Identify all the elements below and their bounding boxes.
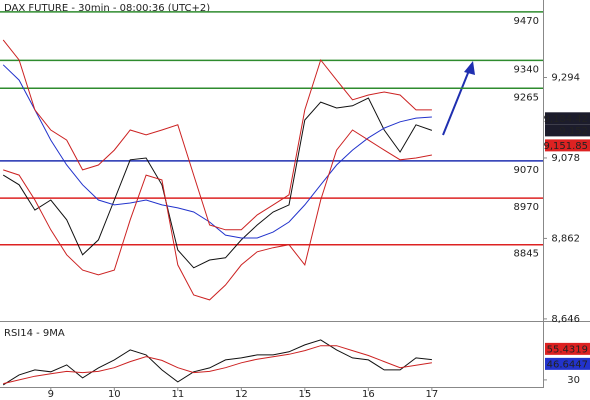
level-label: 9265	[514, 92, 539, 103]
series-line	[2, 339, 432, 386]
y-tick-label: 30	[567, 375, 580, 386]
y-tick-label: 9,294	[551, 72, 580, 83]
price-marker-label: 9,152	[559, 126, 588, 137]
chart-title: DAX FUTURE - 30min - 08:00:36 (UTC+2)	[4, 3, 210, 14]
price-marker	[545, 124, 590, 137]
x-tick-label: 12	[235, 389, 248, 400]
x-tick-label: 11	[171, 389, 184, 400]
series-line	[2, 64, 432, 239]
y-tick-label: 8,862	[551, 233, 580, 244]
x-tick-label: 17	[425, 389, 438, 400]
price-marker	[545, 112, 590, 125]
level-label: 8970	[514, 202, 539, 213]
y-tick-label: 8,646	[551, 314, 580, 325]
series-line	[3, 345, 432, 385]
rsi-title: RSI14 - 9MA	[4, 328, 65, 339]
x-tick-label: 9	[48, 389, 54, 400]
x-tick-label: 16	[362, 389, 375, 400]
level-label: 9070	[514, 165, 539, 176]
price-marker-label: 55.4319	[547, 344, 588, 355]
x-tick-label: 15	[298, 389, 311, 400]
arrow-head	[464, 61, 475, 75]
x-tick-label: 10	[108, 389, 121, 400]
y-tick-label: 9,078	[551, 153, 580, 164]
level-label: 9470	[514, 16, 539, 27]
trend-arrow	[442, 67, 471, 136]
series-line	[3, 129, 432, 301]
level-label: 8845	[514, 249, 539, 260]
series-line	[2, 97, 433, 269]
series-line	[2, 39, 432, 231]
price-marker	[545, 342, 590, 355]
price-marker	[545, 139, 590, 152]
price-marker-label: 9,184.42	[543, 114, 588, 125]
price-marker-label: 9,151.85	[543, 141, 588, 152]
price-marker	[545, 357, 590, 370]
price-marker-label: 46.6447	[547, 359, 588, 370]
level-label: 9340	[514, 64, 539, 75]
